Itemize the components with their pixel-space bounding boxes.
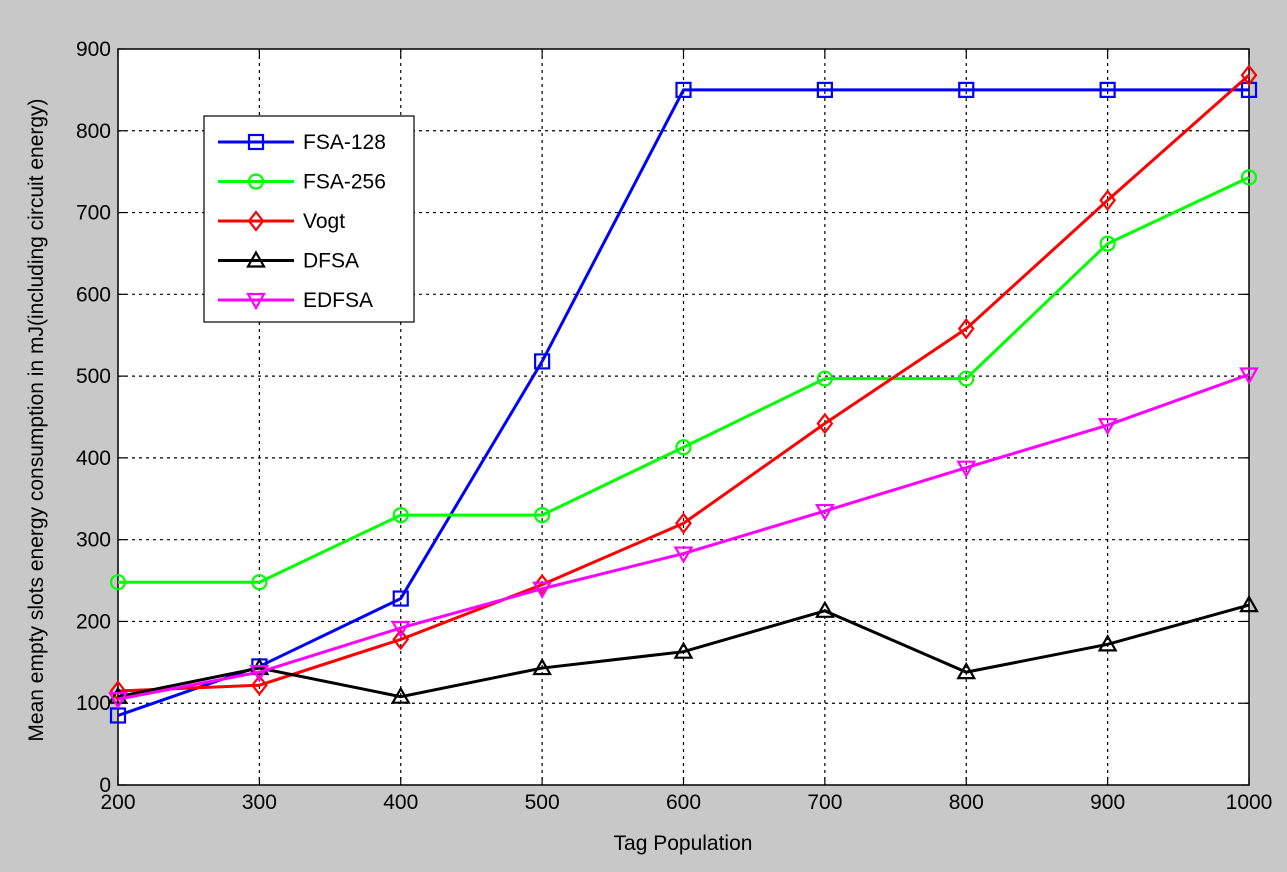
data-point-fsa-128 — [816, 81, 833, 98]
data-point-edfsa — [532, 581, 553, 599]
data-point-fsa-256 — [392, 507, 409, 524]
x-tick-label: 300 — [242, 791, 277, 814]
legend-marker-dfsa — [246, 250, 266, 268]
data-point-edfsa — [673, 546, 694, 564]
y-tick-label: 700 — [76, 202, 111, 225]
data-point-dfsa — [108, 686, 128, 704]
series-dfsa — [108, 594, 1259, 704]
data-point-vogt — [109, 680, 127, 702]
legend: FSA-128 FSA-256 Vogt DFSA EDFSA — [203, 115, 415, 323]
legend-label-vogt: Vogt — [303, 210, 345, 233]
series-edfsa — [108, 367, 1259, 710]
data-point-dfsa — [673, 641, 694, 659]
data-point-vogt — [1099, 189, 1117, 212]
axis-ticks: 200 300 400 500 600 700 800 900 1000 0 100 200 300 40… — [76, 38, 1272, 814]
data-point-vogt — [957, 317, 975, 340]
legend-marker-vogt — [247, 210, 265, 232]
data-point-edfsa — [1097, 418, 1118, 436]
data-point-dfsa — [532, 657, 553, 676]
legend-label-fsa-128: FSA-128 — [303, 131, 386, 154]
data-point-fsa-128 — [392, 590, 409, 607]
data-point-fsa-256 — [958, 370, 975, 387]
y-tick-label: 0 — [99, 774, 111, 797]
data-point-vogt — [392, 628, 410, 651]
data-point-edfsa — [1239, 367, 1259, 385]
data-point-fsa-256 — [1240, 169, 1258, 186]
data-point-fsa-128 — [675, 81, 692, 98]
y-tick-label: 500 — [76, 365, 111, 388]
series-fsa-256 — [109, 169, 1258, 591]
data-point-fsa-256 — [816, 370, 833, 387]
series-line-fsa-256 — [118, 176, 1250, 584]
series-vogt — [109, 64, 1258, 702]
data-point-dfsa — [814, 600, 835, 618]
data-point-edfsa — [249, 665, 270, 683]
series-line-fsa-128 — [117, 88, 1249, 717]
data-point-fsa-256 — [534, 507, 551, 524]
data-point-dfsa — [956, 661, 977, 680]
y-tick-label: 600 — [76, 283, 111, 306]
legend-box — [203, 115, 415, 323]
data-point-fsa-128 — [1099, 81, 1116, 98]
data-point-dfsa — [1239, 594, 1259, 613]
y-tick-label: 100 — [76, 692, 111, 715]
x-tick-label: 800 — [949, 791, 984, 814]
x-tick-label: 900 — [1090, 791, 1125, 814]
x-tick-label: 1000 — [1226, 791, 1273, 814]
series-line-vogt — [117, 74, 1250, 693]
data-point-fsa-256 — [675, 439, 692, 456]
data-point-vogt — [1240, 64, 1258, 86]
data-point-dfsa — [390, 686, 411, 704]
x-tick-label: 700 — [807, 791, 842, 814]
data-point-edfsa — [956, 460, 977, 478]
series-line-dfsa — [117, 603, 1250, 699]
data-point-edfsa — [390, 620, 411, 639]
legend-marker-edfsa — [246, 292, 266, 311]
x-tick-label: 600 — [666, 791, 701, 814]
data-point-vogt — [250, 674, 268, 697]
y-tick-label: 200 — [76, 610, 111, 633]
x-axis-label: Tag Population — [614, 832, 753, 855]
data-point-fsa-128 — [534, 353, 551, 370]
y-tick-label: 900 — [76, 38, 111, 61]
y-tick-label: 300 — [76, 529, 111, 552]
legend-label-fsa-256: FSA-256 — [303, 171, 386, 194]
series-layer — [108, 64, 1259, 724]
y-axis-label: Mean empty slots energy consumption in m… — [25, 98, 48, 741]
data-point-vogt — [675, 512, 692, 535]
data-point-dfsa — [1097, 634, 1118, 652]
legend-marker-fsa-256 — [247, 173, 265, 190]
series-line-edfsa — [117, 373, 1250, 701]
x-tick-label: 200 — [100, 791, 135, 814]
data-point-fsa-256 — [1099, 235, 1116, 252]
legend-label-edfsa: EDFSA — [303, 289, 373, 312]
data-point-fsa-256 — [251, 574, 268, 591]
y-tick-label: 800 — [76, 120, 111, 143]
data-point-fsa-128 — [958, 81, 975, 98]
data-point-edfsa — [814, 503, 835, 522]
legend-label-dfsa: DFSA — [303, 250, 359, 273]
legend-marker-fsa-128 — [247, 133, 265, 151]
data-point-vogt — [816, 412, 834, 435]
data-point-fsa-256 — [109, 574, 127, 591]
data-point-edfsa — [108, 692, 128, 710]
x-tick-label: 400 — [383, 791, 418, 814]
y-tick-label: 400 — [76, 447, 111, 470]
x-tick-label: 500 — [525, 791, 560, 814]
